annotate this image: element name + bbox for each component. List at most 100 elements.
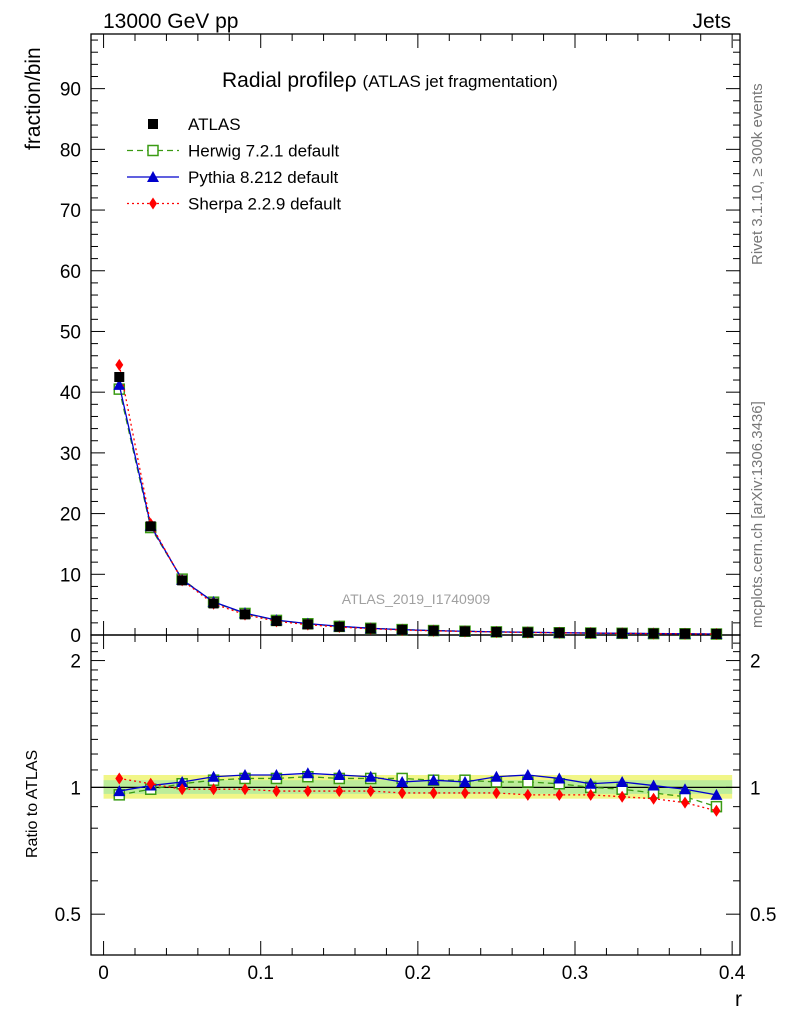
atlas-point [240,609,250,620]
legend: ATLAS Herwig 7.2.1 default Pythia 8.212 de… [127,115,341,214]
sherpa-ratio-point [335,785,344,798]
atlas-point [177,575,188,586]
sherpa-ratio-point [398,786,407,799]
pythia-series [113,378,723,800]
legend-marker [148,119,158,129]
y-tick-label: 60 [60,262,81,283]
ratio-axis-title: Ratio to ATLAS [24,750,41,858]
pythia-ratio-point [679,783,691,795]
legend-item-herwig: Herwig 7.2.1 default [127,142,339,161]
pythia-ratio-point [647,779,660,791]
legend-label: Pythia 8.212 default [188,168,339,187]
atlas-point [522,627,533,638]
atlas-point [145,521,156,532]
legend-label: Sherpa 2.2.9 default [188,195,341,214]
y-tick-label: 50 [60,322,81,343]
atlas-point [585,628,596,639]
pythia-ratio-point [521,768,534,780]
y-tick-label: 80 [60,140,81,161]
ratio-tick-label-right: 1 [750,778,761,799]
pythia-ratio-point [207,770,220,782]
mcplots-label: mcplots.cern.ch [arXiv:1306.3436] [749,401,766,628]
analysis-watermark: ATLAS_2019_I1740909 [342,591,491,607]
pythia-ratio-point [616,775,629,787]
ratio-tick-label-left: 2 [70,652,81,673]
atlas-point [648,628,659,639]
ratio-tick-label-left: 1 [70,778,81,799]
atlas-point [711,628,722,639]
x-tick-label: 0.4 [719,963,746,984]
legend-marker [149,197,157,210]
pythia-ratio-point [459,775,471,787]
ratio-tick-label-right: 0.5 [750,905,776,926]
ratio-uncertainty-band [91,774,740,799]
sherpa-ratio-point [272,785,281,798]
pythia-ratio-point [427,774,440,786]
legend-item-atlas: ATLAS [148,115,241,134]
legend-marker [147,144,159,157]
sherpa-ratio-point [712,804,721,817]
y-tick-label: 10 [60,565,81,586]
atlas-point [114,371,125,382]
pythia-ratio-line [119,772,717,796]
pythia-ratio-point [176,775,189,787]
pythia-ratio-point [113,785,126,797]
atlas-point [617,628,628,639]
series-layer [113,358,723,817]
sherpa-ratio-point [366,785,375,798]
sherpa-ratio-point [523,788,532,801]
y-tick-label: 30 [60,444,81,465]
atlas-point [208,598,219,609]
y-axis-title: fraction/bin [22,47,45,150]
ratio-tick-label-right: 2 [750,652,761,673]
pythia-ratio-point [490,770,503,782]
pythia-ratio-point [553,772,566,784]
sherpa-ratio-point [146,777,155,790]
sherpa-ratio-point [649,792,658,805]
sherpa-ratio-point [681,796,689,809]
pythia-ratio-point [364,770,377,782]
legend-item-pythia: Pythia 8.212 default [127,168,339,187]
y-tick-label: 0 [70,626,81,647]
atlas-point [334,621,345,632]
pythia-ratio-point [396,775,409,787]
atlas-point [680,628,690,639]
y-tick-label: 40 [60,383,81,404]
atlas-point [491,626,502,637]
pythia-line [118,384,717,635]
energy-label: 13000 GeV pp [103,10,238,33]
legend-label: Herwig 7.2.1 default [188,142,339,161]
sherpa-ratio-point [303,785,312,798]
ratio-plot-frame [90,634,741,956]
x-tick-label: 0.1 [248,963,274,984]
legend-marker [147,171,159,182]
sherpa-point [115,358,124,371]
pythia-ratio-point [301,767,314,779]
sherpa-ratio-point [461,786,469,799]
atlas-point [365,623,376,634]
atlas-point [460,626,470,637]
x-tick-label: 0.3 [562,963,588,984]
sherpa-ratio-point [492,786,501,799]
atlas-point [554,627,565,638]
x-tick-label: 0 [98,963,109,984]
pythia-ratio-point [584,777,597,789]
x-axis-title: r [735,988,742,1011]
pythia-ratio-point [710,788,723,800]
pythia-ratio-point [239,768,251,780]
sherpa-ratio-point [555,788,564,801]
pythia-ratio-point [333,768,346,780]
atlas-series [114,371,722,639]
sherpa-line [118,364,717,635]
sherpa-ratio-point [209,783,218,796]
ratio-tick-label-left: 0.5 [55,905,81,926]
atlas-point [302,619,313,630]
rivet-version-label: Rivet 3.1.10, ≥ 300k events [749,83,766,265]
y-tick-label: 70 [60,201,81,222]
atlas-point [271,616,282,627]
y-tick-label: 90 [60,80,81,101]
sherpa-ratio-line [119,777,717,812]
pythia-point [113,378,126,390]
sherpa-series [115,358,721,817]
